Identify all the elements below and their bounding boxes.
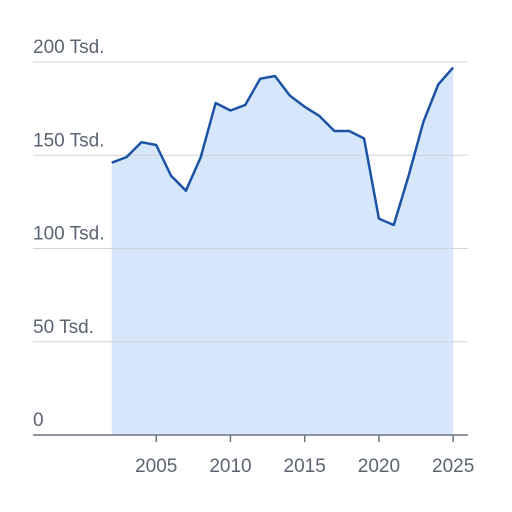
y-tick-label: 0 (33, 410, 44, 431)
y-tick-label: 100 Tsd. (33, 224, 104, 245)
y-tick-label: 50 Tsd. (33, 317, 94, 338)
y-tick-label: 200 Tsd. (33, 37, 104, 58)
x-tick-label: 2010 (209, 456, 251, 477)
area (111, 67, 454, 435)
x-tick-label: 2020 (358, 456, 400, 477)
line (111, 66, 455, 227)
y-tick-label: 150 Tsd. (33, 130, 104, 151)
x-tick-label: 2005 (135, 456, 177, 477)
x-tick-label: 2025 (432, 456, 474, 477)
x-tick-label: 2015 (284, 456, 326, 477)
